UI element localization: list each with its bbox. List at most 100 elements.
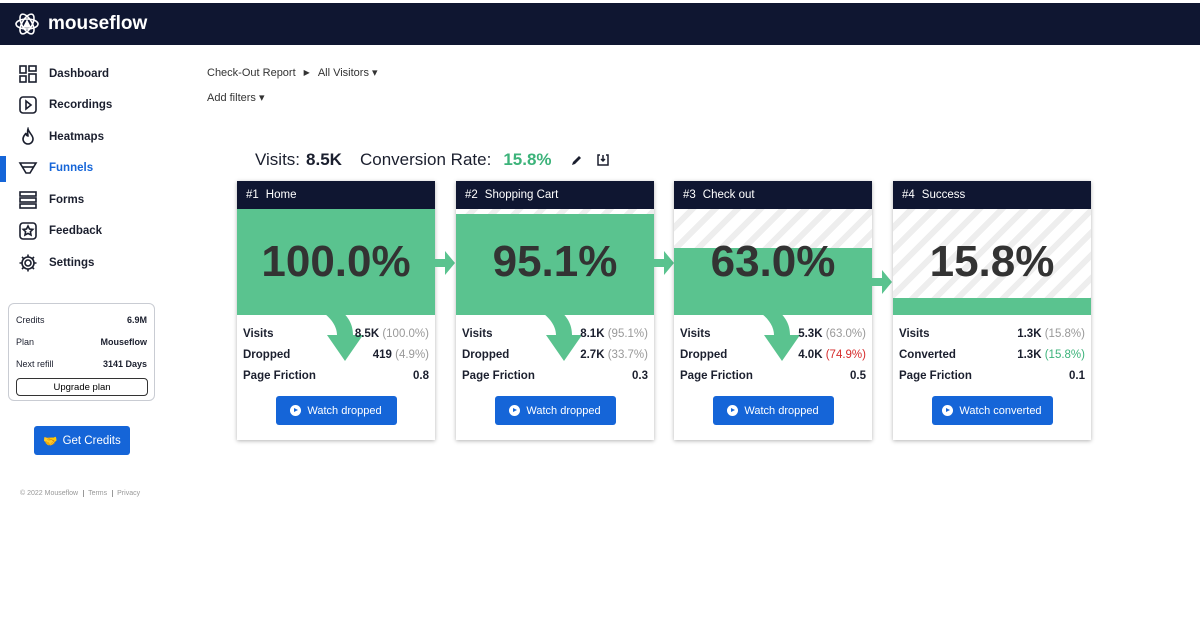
visits-row: Visits 5.3K (63.0%) bbox=[680, 323, 866, 344]
watch-button[interactable]: Watch dropped bbox=[494, 396, 616, 425]
row-value: 8.1K bbox=[580, 327, 605, 340]
friction-row: Page Friction 0.5 bbox=[680, 365, 866, 386]
step-visual: 15.8% bbox=[893, 209, 1091, 315]
step-percentage: 95.1% bbox=[492, 237, 618, 286]
visits-row: Visits 1.3K (15.8%) bbox=[899, 323, 1085, 344]
dashboard-icon bbox=[19, 64, 37, 83]
gear-icon bbox=[19, 254, 37, 272]
row-percent: (74.9%) bbox=[825, 348, 866, 361]
sidebar: Dashboard Recordings Heatmaps Funnels Fo… bbox=[0, 58, 170, 279]
watch-label: Watch converted bbox=[959, 404, 1042, 417]
get-credits-label: Get Credits bbox=[62, 434, 121, 447]
terms-link[interactable]: Terms bbox=[83, 490, 107, 497]
row-value: 0.5 bbox=[850, 369, 866, 382]
friction-row: Page Friction 0.8 bbox=[243, 365, 429, 386]
edit-icon[interactable] bbox=[570, 153, 584, 167]
add-filters-dropdown[interactable]: Add filters ▾ bbox=[207, 92, 265, 104]
funnel-icon bbox=[18, 162, 38, 175]
get-credits-button[interactable]: 🤝 Get Credits bbox=[34, 426, 130, 455]
handshake-icon: 🤝 bbox=[43, 435, 58, 448]
row-label: Page Friction bbox=[899, 369, 972, 382]
watch-button[interactable]: Watch converted bbox=[931, 396, 1053, 425]
credits-panel: Credits 6.9M Plan Mouseflow Next refill 314… bbox=[8, 303, 155, 401]
upgrade-plan-button[interactable]: Upgrade plan bbox=[16, 378, 148, 396]
step-visual: 63.0% bbox=[674, 209, 872, 315]
sidebar-item-label: Dashboard bbox=[49, 67, 110, 80]
step-fill-bar bbox=[456, 214, 654, 315]
sidebar-item-label: Heatmaps bbox=[49, 130, 104, 143]
play-icon bbox=[19, 96, 37, 115]
step-name: Success bbox=[921, 189, 966, 201]
refill-value: 3141 Days bbox=[102, 359, 147, 369]
segment-dropdown[interactable]: All Visitors ▾ bbox=[317, 67, 378, 79]
watch-label: Watch dropped bbox=[307, 404, 382, 417]
row-percent: (15.8%) bbox=[1044, 327, 1085, 340]
credits-label: Credits bbox=[16, 315, 45, 325]
funnel-step-card: #2 Shopping Cart 95.1% Visits 8.1K (95.1%)… bbox=[456, 181, 654, 440]
sidebar-item-label: Recordings bbox=[49, 99, 113, 112]
row-value: 0.3 bbox=[632, 369, 648, 382]
sidebar-item-forms[interactable]: Forms bbox=[0, 184, 170, 216]
step-number: #1 bbox=[246, 189, 259, 201]
step-arrow-icon bbox=[872, 270, 892, 294]
converted-row: Converted 1.3K (15.8%) bbox=[899, 344, 1085, 365]
row-percent: (63.0%) bbox=[825, 327, 866, 340]
step-percentage: 100.0% bbox=[261, 237, 411, 286]
friction-row: Page Friction 0.3 bbox=[462, 365, 648, 386]
app-logo-text[interactable]: mouseflow bbox=[48, 13, 148, 34]
row-label: Page Friction bbox=[680, 369, 753, 382]
step-name: Home bbox=[265, 189, 297, 201]
play-icon bbox=[290, 405, 302, 416]
sidebar-item-feedback[interactable]: Feedback bbox=[0, 216, 170, 248]
row-label: Page Friction bbox=[462, 369, 535, 382]
watch-button[interactable]: Watch dropped bbox=[275, 396, 397, 425]
plan-value: Mouseflow bbox=[100, 337, 148, 347]
sidebar-item-label: Forms bbox=[49, 193, 85, 206]
forms-icon bbox=[19, 190, 37, 209]
play-icon bbox=[942, 405, 954, 416]
step-visual: 95.1% bbox=[456, 209, 654, 315]
step-header: #1 Home bbox=[237, 181, 435, 209]
sidebar-item-settings[interactable]: Settings bbox=[0, 247, 170, 279]
funnel-step-card: #3 Check out 63.0% Visits 5.3K (63.0%) Dro… bbox=[674, 181, 872, 440]
row-label: Converted bbox=[899, 348, 956, 361]
step-arrow-icon bbox=[654, 251, 674, 275]
play-icon bbox=[727, 405, 739, 416]
sidebar-item-heatmaps[interactable]: Heatmaps bbox=[0, 121, 170, 153]
row-value: 0.1 bbox=[1069, 369, 1085, 382]
download-icon[interactable] bbox=[596, 153, 610, 167]
row-label: Visits bbox=[680, 327, 711, 340]
row-value: 1.3K bbox=[1017, 348, 1042, 361]
row-label: Visits bbox=[243, 327, 274, 340]
top-bar: mouseflow bbox=[0, 3, 1200, 45]
step-fill-bar bbox=[674, 248, 872, 315]
sidebar-item-recordings[interactable]: Recordings bbox=[0, 90, 170, 122]
sidebar-item-dashboard[interactable]: Dashboard bbox=[0, 58, 170, 90]
report-name[interactable]: Check-Out Report bbox=[207, 66, 296, 79]
watch-label: Watch dropped bbox=[744, 404, 819, 417]
funnel-step-card: #4 Success 15.8% Visits 1.3K (15.8%) Conve… bbox=[893, 181, 1091, 440]
funnel-step-card: #1 Home 100.0% Visits 8.5K (100.0%) Droppe… bbox=[237, 181, 435, 440]
watch-button[interactable]: Watch dropped bbox=[712, 396, 834, 425]
dropped-row: Dropped 4.0K (74.9%) bbox=[680, 344, 866, 365]
footer: © 2022 Mouseflow Terms Privacy bbox=[20, 490, 140, 497]
conversion-label: Conversion Rate: bbox=[359, 150, 492, 169]
step-visual: 100.0% bbox=[237, 209, 435, 315]
step-percentage: 15.8% bbox=[929, 237, 1055, 286]
step-arrow-icon bbox=[435, 251, 455, 275]
row-percent: (4.9%) bbox=[395, 348, 429, 361]
row-label: Dropped bbox=[680, 348, 728, 361]
row-label: Dropped bbox=[243, 348, 291, 361]
dropoff-arrow-icon bbox=[317, 309, 363, 361]
dropped-row: Dropped 2.7K (33.7%) bbox=[462, 344, 648, 365]
step-number: #4 bbox=[902, 189, 915, 201]
privacy-link[interactable]: Privacy bbox=[112, 490, 140, 497]
sidebar-item-funnels[interactable]: Funnels bbox=[0, 153, 170, 185]
dropoff-arrow-icon bbox=[536, 309, 582, 361]
step-header: #2 Shopping Cart bbox=[456, 181, 654, 209]
row-label: Visits bbox=[899, 327, 930, 340]
watch-label: Watch dropped bbox=[526, 404, 601, 417]
visits-label: Visits: bbox=[255, 150, 301, 169]
funnel-summary: Visits: 8.5K Conversion Rate: 15.8% bbox=[255, 150, 610, 170]
step-name: Shopping Cart bbox=[484, 189, 559, 201]
